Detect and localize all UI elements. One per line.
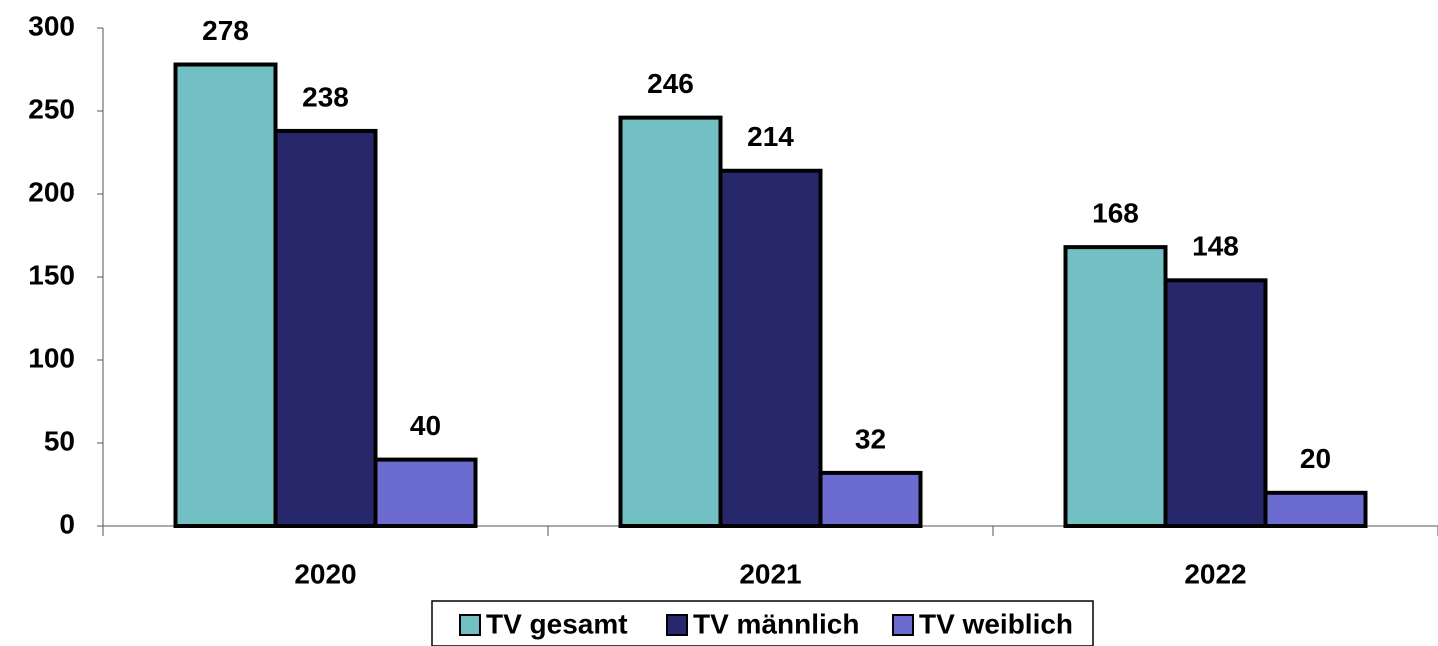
- data-label: 246: [647, 68, 694, 99]
- data-label: 214: [747, 121, 794, 152]
- data-label: 20: [1300, 443, 1331, 474]
- bar: [1063, 245, 1168, 528]
- bar: [818, 470, 923, 529]
- bar: [718, 168, 823, 528]
- y-tick-label: 50: [44, 425, 75, 456]
- data-label: 168: [1092, 198, 1139, 229]
- x-tick-label: 2020: [294, 558, 356, 589]
- legend-swatch: [459, 614, 481, 636]
- bar: [373, 457, 478, 529]
- bar: [618, 115, 723, 528]
- legend-swatch: [892, 614, 914, 636]
- x-tick-label: 2022: [1184, 558, 1246, 589]
- data-label: 32: [855, 423, 886, 454]
- y-tick-label: 300: [28, 10, 75, 41]
- legend-label: TV männlich: [693, 608, 859, 639]
- y-tick-label: 200: [28, 176, 75, 207]
- data-label: 278: [202, 15, 249, 46]
- x-tick-label: 2021: [739, 558, 801, 589]
- legend-box: [431, 600, 1094, 646]
- legend-swatch: [666, 614, 688, 636]
- y-tick-label: 0: [59, 508, 75, 539]
- y-tick-label: 150: [28, 259, 75, 290]
- bar: [1263, 490, 1368, 528]
- data-label: 238: [302, 81, 349, 112]
- data-label: 148: [1192, 231, 1239, 262]
- legend-label: TV weiblich: [919, 608, 1073, 639]
- bar: [273, 128, 378, 528]
- y-tick-label: 250: [28, 93, 75, 124]
- bar: [173, 62, 278, 529]
- y-tick-label: 100: [28, 342, 75, 373]
- legend-label: TV gesamt: [486, 608, 628, 639]
- bar: [1163, 278, 1268, 528]
- data-label: 40: [410, 410, 441, 441]
